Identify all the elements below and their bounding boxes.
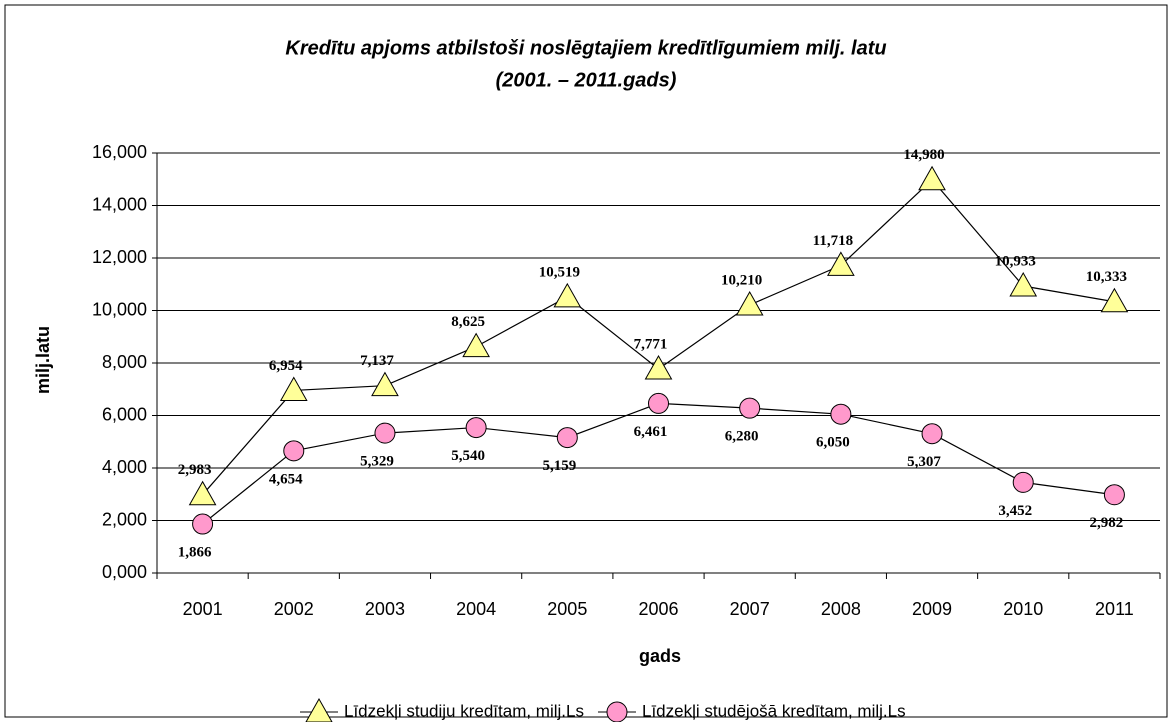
chart-title: Kredītu apjoms atbilstoši noslēgtajiem k… [285,37,886,59]
data-point [462,332,490,358]
data-point [918,165,946,191]
data-point [644,354,673,380]
data-label: 5,540 [451,448,485,464]
legend-marker [305,697,333,722]
y-tick-label: 6,000 [102,404,147,424]
data-label: 1,866 [178,544,212,560]
data-point [556,427,578,449]
legend-label: Līdzekļi studiju kredītam, milj.Ls [344,701,584,720]
data-label: 3,452 [998,503,1032,519]
data-label: 6,280 [725,429,759,445]
data-point [465,417,487,439]
data-label: 11,718 [813,233,853,249]
data-label: 5,329 [360,454,394,470]
data-label: 10,333 [1086,269,1127,285]
data-point [371,371,399,397]
y-tick-label: 2,000 [102,509,147,529]
y-tick-label: 8,000 [102,352,147,372]
x-tick-label: 2009 [912,599,952,619]
x-tick-label: 2011 [1095,599,1134,619]
data-point [739,397,761,419]
data-label: 14,980 [903,147,944,163]
chart-subtitle: (2001. – 2011.gads) [496,69,677,91]
data-label: 6,954 [269,358,303,374]
y-tick-label: 16,000 [92,142,147,162]
y-tick-label: 0,000 [102,562,147,582]
data-point [827,251,855,276]
x-tick-label: 2006 [638,599,678,619]
data-label: 10,210 [721,272,762,288]
data-label: 10,519 [539,264,580,280]
x-tick-label: 2001 [183,599,223,619]
data-point [1009,271,1038,297]
y-tick-label: 4,000 [102,457,147,477]
y-axis-label: milj.latu [33,326,53,394]
data-point [192,513,214,535]
y-tick-label: 12,000 [92,247,147,267]
x-tick-label: 2004 [456,599,496,619]
data-label: 2,982 [1090,515,1124,531]
x-axis-label: gads [639,646,681,666]
data-label: 10,933 [995,253,1036,269]
data-point [279,376,308,401]
data-label: 5,159 [542,458,576,474]
data-point [283,440,305,462]
data-label: 7,137 [360,353,394,369]
data-point [553,282,582,308]
data-point [188,480,217,506]
data-label: 8,625 [451,314,485,330]
data-label: 7,771 [634,336,668,352]
data-point [648,392,669,414]
y-tick-label: 14,000 [92,194,147,214]
data-point [735,290,764,316]
data-point [374,422,396,444]
data-point [1012,471,1034,493]
x-tick-label: 2007 [730,599,770,619]
chart-frame [4,4,1168,718]
data-label: 4,654 [269,471,303,487]
x-tick-label: 2003 [365,599,405,619]
x-tick-label: 2010 [1003,599,1043,619]
data-label: 2,983 [178,462,212,478]
legend-marker [606,701,628,722]
data-point [921,423,943,445]
x-tick-label: 2005 [547,599,587,619]
data-label: 5,307 [907,454,941,470]
x-tick-label: 2008 [821,599,861,619]
data-label: 6,461 [634,424,668,440]
x-tick-label: 2002 [274,599,314,619]
legend-label: Līdzekļi studējošā kredītam, milj.Ls [642,701,906,720]
data-point [1103,484,1125,506]
data-label: 6,050 [816,435,850,451]
data-point [1100,287,1129,313]
y-tick-label: 10,000 [92,299,147,319]
data-point [830,403,852,425]
